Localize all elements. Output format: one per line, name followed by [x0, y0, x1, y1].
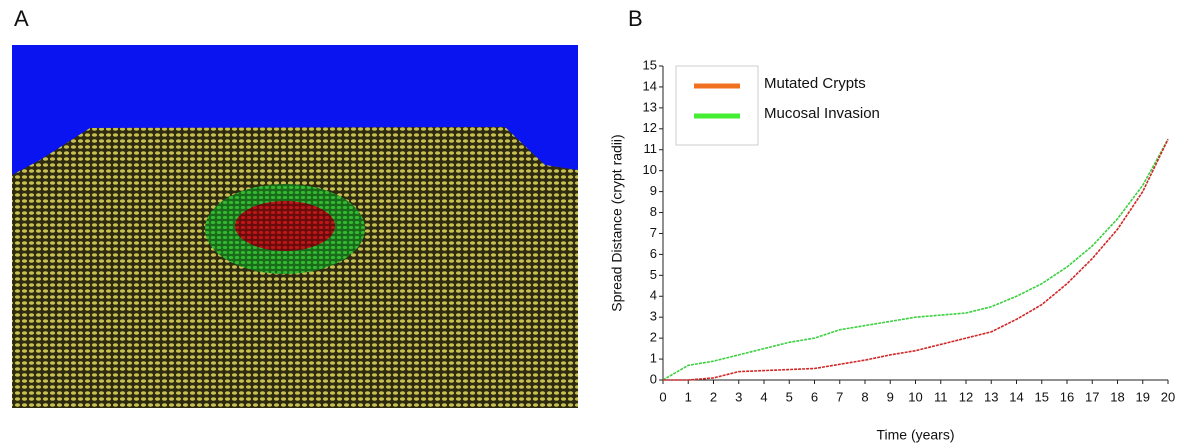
x-tick-label: 15 — [1035, 389, 1049, 404]
simulation-image — [12, 45, 578, 408]
y-tick-label: 6 — [650, 246, 657, 261]
x-tick-label: 2 — [710, 389, 717, 404]
x-tick-label: 8 — [861, 389, 868, 404]
x-tick-label: 20 — [1161, 389, 1175, 404]
y-tick-label: 7 — [650, 225, 657, 240]
legend-label: Mutated Crypts — [764, 75, 866, 92]
y-tick-label: 8 — [650, 204, 657, 219]
x-tick-label: 0 — [659, 389, 666, 404]
y-tick-label: 1 — [650, 351, 657, 366]
x-tick-label: 10 — [908, 389, 922, 404]
x-tick-label: 1 — [685, 389, 692, 404]
x-tick-label: 6 — [811, 389, 818, 404]
y-tick-label: 9 — [650, 183, 657, 198]
x-tick-label: 19 — [1136, 389, 1150, 404]
x-tick-label: 17 — [1085, 389, 1099, 404]
x-tick-label: 4 — [760, 389, 767, 404]
x-tick-label: 3 — [735, 389, 742, 404]
panel-label: A — [14, 6, 29, 31]
y-tick-label: 14 — [643, 78, 657, 93]
y-tick-label: 12 — [643, 120, 657, 135]
panel-label: B — [628, 6, 643, 31]
x-axis-label: Time (years) — [876, 427, 954, 443]
y-tick-label: 5 — [650, 267, 657, 282]
x-tick-label: 11 — [934, 389, 948, 404]
y-tick-label: 4 — [650, 288, 657, 303]
y-tick-label: 13 — [643, 99, 657, 114]
x-tick-label: 9 — [887, 389, 894, 404]
y-tick-label: 0 — [650, 371, 657, 386]
x-tick-label: 16 — [1060, 389, 1074, 404]
legend-box — [675, 65, 759, 146]
x-tick-label: 14 — [1009, 389, 1023, 404]
y-tick-label: 11 — [644, 141, 658, 156]
x-tick-label: 13 — [984, 389, 998, 404]
series-line — [663, 138, 1169, 381]
x-tick-label: 18 — [1110, 389, 1124, 404]
series-line — [662, 138, 1169, 381]
y-tick-label: 3 — [650, 309, 657, 324]
y-tick-label: 2 — [650, 330, 657, 345]
y-tick-label: 10 — [643, 162, 657, 177]
x-tick-label: 7 — [836, 389, 843, 404]
y-axis-label: Spread Distance (crypt radii) — [609, 134, 625, 311]
legend-label: Mucosal Invasion — [764, 105, 880, 122]
x-tick-label: 12 — [959, 389, 973, 404]
y-tick-label: 15 — [643, 57, 657, 72]
x-tick-label: 5 — [786, 389, 793, 404]
